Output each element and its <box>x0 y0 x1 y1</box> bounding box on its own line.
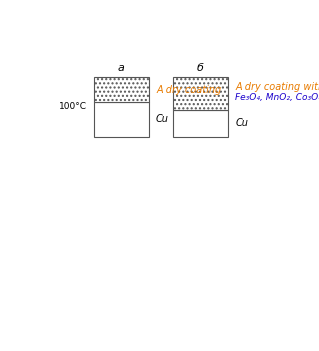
Text: A dry coating with: A dry coating with <box>235 82 319 92</box>
Text: A dry coating: A dry coating <box>156 85 221 95</box>
Bar <box>174 110 228 137</box>
Bar <box>94 77 149 102</box>
Bar <box>94 102 149 137</box>
Text: a: a <box>118 63 125 73</box>
Text: Cu: Cu <box>235 118 248 128</box>
Text: б: б <box>197 63 204 73</box>
Bar <box>174 77 228 110</box>
Text: Cu: Cu <box>156 114 169 125</box>
Text: 100°C: 100°C <box>59 102 87 112</box>
Text: Fe₃O₄, MnO₂, Co₃O₄: Fe₃O₄, MnO₂, Co₃O₄ <box>235 93 319 102</box>
